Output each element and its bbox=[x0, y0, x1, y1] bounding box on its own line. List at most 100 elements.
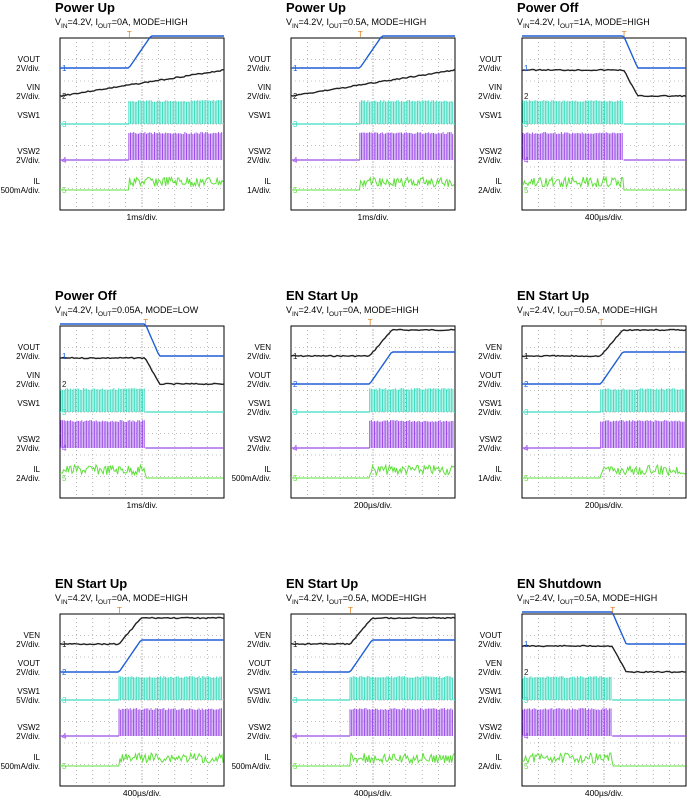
channel-marker: 1 bbox=[524, 352, 529, 361]
channel-label-vout: VOUT bbox=[18, 343, 40, 352]
waveform-vsw1-switching bbox=[369, 388, 454, 412]
channel-label-ven: VEN bbox=[486, 343, 503, 352]
waveform-vout bbox=[522, 611, 686, 645]
channel-label-il: IL bbox=[495, 753, 502, 762]
channel-marker: 4 bbox=[524, 156, 529, 165]
waveform-vin bbox=[290, 68, 456, 97]
channel-scale-vout: 2V/div. bbox=[16, 64, 40, 73]
waveforms bbox=[59, 616, 225, 767]
channel-scale-vin: 2V/div. bbox=[16, 380, 40, 389]
channel-label-vsw1: VSW1 bbox=[479, 111, 502, 120]
channel-marker: 1 bbox=[524, 64, 529, 73]
channel-label-vsw2: VSW2 bbox=[248, 435, 271, 444]
panel-title: EN Start Up bbox=[286, 576, 359, 591]
channel-label-vsw2: VSW2 bbox=[17, 723, 40, 732]
time-per-division-label: 1ms/div. bbox=[126, 500, 158, 510]
channel-scale-vout: 2V/div. bbox=[16, 668, 40, 677]
channel-scale-vout: 2V/div. bbox=[16, 352, 40, 361]
channel-label-vsw1: VSW1 bbox=[248, 399, 271, 408]
channel-marker: 4 bbox=[293, 444, 298, 453]
panel-conditions: VIN=4.2V, IOUT=0.5A, MODE=HIGH bbox=[286, 17, 427, 30]
channel-label-vout: VOUT bbox=[249, 659, 271, 668]
channel-label-vin: VIN bbox=[27, 83, 41, 92]
channel-marker: 1 bbox=[293, 64, 298, 73]
channel-scale-vin: 2V/div. bbox=[478, 92, 502, 101]
panel-title: EN Start Up bbox=[517, 288, 590, 303]
scope-panel-3: Power Off VIN=4.2V, IOUT=1A, MODE=HIGH 400… bbox=[462, 0, 687, 222]
channel-marker: 2 bbox=[62, 92, 67, 101]
trigger-marker: T bbox=[348, 606, 353, 615]
channel-marker: 3 bbox=[293, 696, 298, 705]
channel-label-vsw2: VSW2 bbox=[479, 435, 502, 444]
scope-panel-2: Power Up VIN=4.2V, IOUT=0.5A, MODE=HIGH 1m… bbox=[231, 0, 456, 222]
channel-scale-ven: 2V/div. bbox=[247, 352, 271, 361]
channel-label-vout: VOUT bbox=[18, 55, 40, 64]
channel-label-ven: VEN bbox=[24, 631, 41, 640]
channel-scale-vout: 2V/div. bbox=[478, 380, 502, 389]
channel-scale-vout: 2V/div. bbox=[247, 380, 271, 389]
trigger-marker: T bbox=[143, 318, 148, 327]
time-per-division-label: 1ms/div. bbox=[126, 212, 158, 222]
waveforms bbox=[521, 611, 687, 767]
waveform-vout bbox=[522, 351, 686, 385]
waveforms bbox=[59, 323, 225, 479]
channel-marker: 2 bbox=[62, 668, 67, 677]
waveform-vsw2-switching bbox=[522, 132, 623, 160]
waveform-vin bbox=[59, 356, 225, 386]
channel-marker: 3 bbox=[62, 120, 67, 129]
waveform-vin bbox=[59, 69, 225, 97]
waveform-vsw2-switching bbox=[60, 420, 145, 448]
channel-marker: 2 bbox=[62, 380, 67, 389]
channel-scale-il: 2A/div. bbox=[478, 186, 502, 195]
channel-marker: 3 bbox=[524, 696, 529, 705]
trigger-marker: T bbox=[622, 30, 627, 39]
channel-label-vout: VOUT bbox=[480, 55, 502, 64]
waveform-il bbox=[521, 752, 686, 767]
channel-label-vout: VOUT bbox=[18, 659, 40, 668]
channel-scale-vin: 2V/div. bbox=[16, 92, 40, 101]
waveform-ven bbox=[59, 616, 225, 646]
scope-panel-8: EN Start Up VIN=4.2V, IOUT=0.5A, MODE=HIG… bbox=[231, 576, 456, 798]
channel-scale-ven: 2V/div. bbox=[16, 640, 40, 649]
trigger-marker: T bbox=[368, 318, 373, 327]
waveform-il bbox=[291, 751, 455, 767]
channel-label-il: IL bbox=[33, 753, 40, 762]
channel-scale-vout: 2V/div. bbox=[247, 668, 271, 677]
waveform-il bbox=[521, 175, 686, 191]
panel-title: Power Off bbox=[517, 0, 579, 15]
scope-grid bbox=[522, 38, 686, 210]
channel-marker: 4 bbox=[293, 732, 298, 741]
channel-label-vin: VIN bbox=[489, 83, 503, 92]
scope-panel-7: EN Start Up VIN=4.2V, IOUT=0A, MODE=HIGH 4… bbox=[0, 576, 225, 798]
channel-label-il: IL bbox=[33, 465, 40, 474]
channel-marker: 1 bbox=[62, 352, 67, 361]
waveform-vout bbox=[291, 351, 455, 385]
channel-label-vsw1: VSW1 bbox=[479, 399, 502, 408]
channel-scale-vout: 2V/div. bbox=[247, 64, 271, 73]
channel-scale-il: 1A/div. bbox=[247, 186, 271, 195]
panel-title: Power Off bbox=[55, 288, 117, 303]
channel-marker: 2 bbox=[524, 668, 529, 677]
waveform-ven bbox=[290, 616, 456, 646]
channel-marker: 4 bbox=[293, 156, 298, 165]
channel-label-vout: VOUT bbox=[480, 631, 502, 640]
channel-label-il: IL bbox=[264, 177, 271, 186]
channel-label-il: IL bbox=[33, 177, 40, 186]
channel-scale-vsw1: 2V/div. bbox=[478, 696, 502, 705]
panel-conditions: VIN=2.4V, IOUT=0.5A, MODE=HIGH bbox=[517, 593, 658, 606]
channel-label-ven: VEN bbox=[255, 631, 272, 640]
panel-conditions: VIN=4.2V, IOUT=0.5A, MODE=HIGH bbox=[286, 593, 427, 606]
waveform-vin bbox=[521, 68, 687, 98]
channel-marker: 5 bbox=[293, 762, 298, 771]
waveform-il bbox=[60, 751, 224, 767]
channel-marker: 3 bbox=[62, 696, 67, 705]
channel-marker: 3 bbox=[62, 408, 67, 417]
channel-scale-vout: 2V/div. bbox=[478, 64, 502, 73]
waveform-vsw1-switching bbox=[118, 676, 222, 700]
channel-scale-vsw2: 2V/div. bbox=[478, 444, 502, 453]
